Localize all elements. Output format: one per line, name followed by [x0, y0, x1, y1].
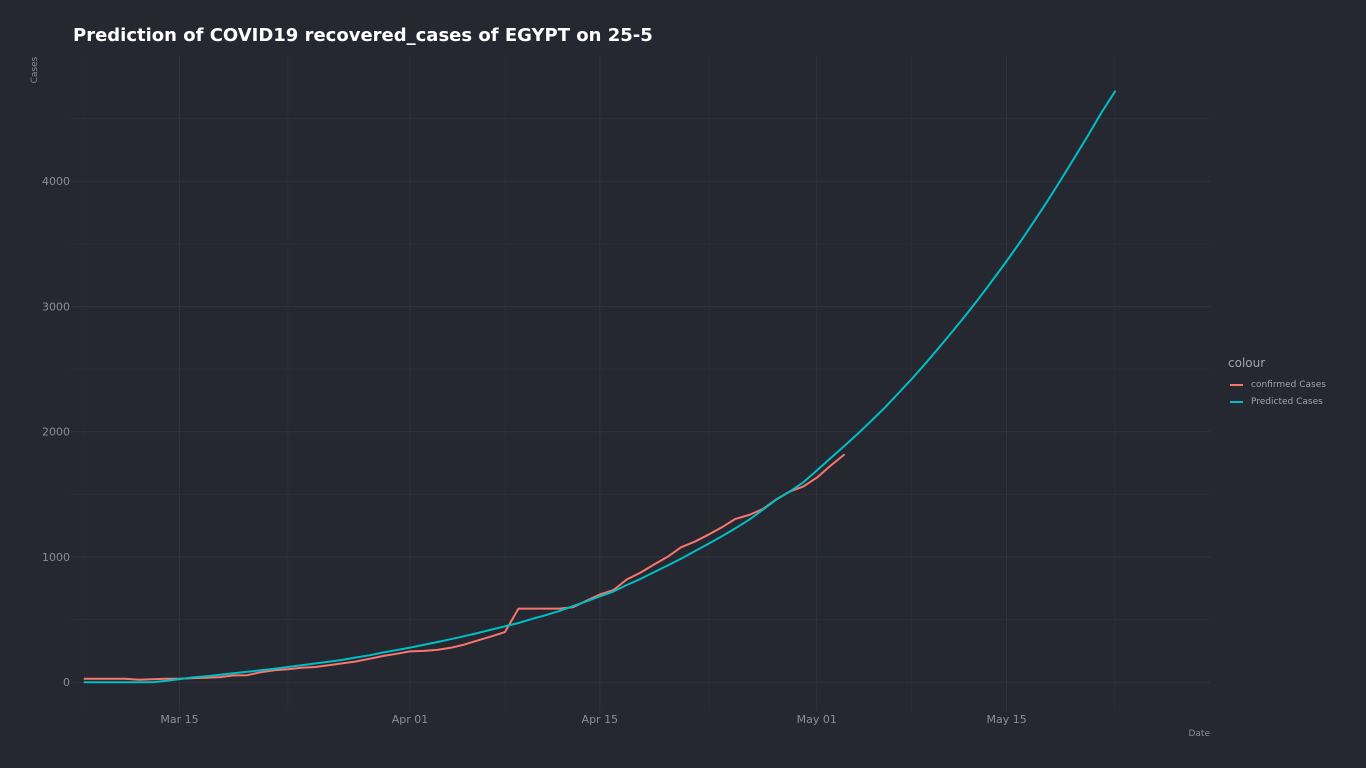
- legend-swatch-confirmed: [1230, 383, 1243, 386]
- x-tick-label: Apr 01: [392, 713, 429, 726]
- y-tick-label: 4000: [42, 175, 70, 188]
- legend-label-confirmed: confirmed Cases: [1251, 379, 1326, 390]
- legend-swatch-predicted: [1230, 400, 1243, 403]
- series-layer: [83, 90, 1117, 684]
- legend-item-predicted: Predicted Cases: [1228, 393, 1326, 410]
- y-tick-label: 0: [63, 676, 70, 689]
- y-tick-label: 3000: [42, 300, 70, 313]
- minor-gridlines: [71, 56, 1210, 711]
- y-axis-label: Cases: [30, 56, 40, 83]
- series-line-confirmed: [83, 453, 845, 681]
- legend-item-confirmed: confirmed Cases: [1228, 376, 1326, 393]
- legend-title: colour: [1228, 356, 1266, 370]
- series-line-predicted: [83, 90, 1117, 684]
- chart-title: Prediction of COVID19 recovered_cases of…: [73, 25, 653, 46]
- major-gridlines: [71, 56, 1210, 711]
- axis-tick-labels: Mar 15 Apr 01 Apr 15 May 01 May 15 0 1000 2000 3…: [42, 175, 1027, 726]
- y-tick-label: 2000: [42, 426, 70, 439]
- x-tick-label: May 01: [797, 713, 837, 726]
- x-tick-label: Apr 15: [582, 713, 619, 726]
- y-tick-label: 1000: [42, 551, 70, 564]
- legend: colour confirmed Cases Predicted Cases: [1228, 356, 1326, 410]
- x-axis-label: Date: [1188, 729, 1210, 739]
- legend-label-predicted: Predicted Cases: [1251, 396, 1323, 407]
- x-tick-label: Mar 15: [160, 713, 198, 726]
- x-tick-label: May 15: [986, 713, 1026, 726]
